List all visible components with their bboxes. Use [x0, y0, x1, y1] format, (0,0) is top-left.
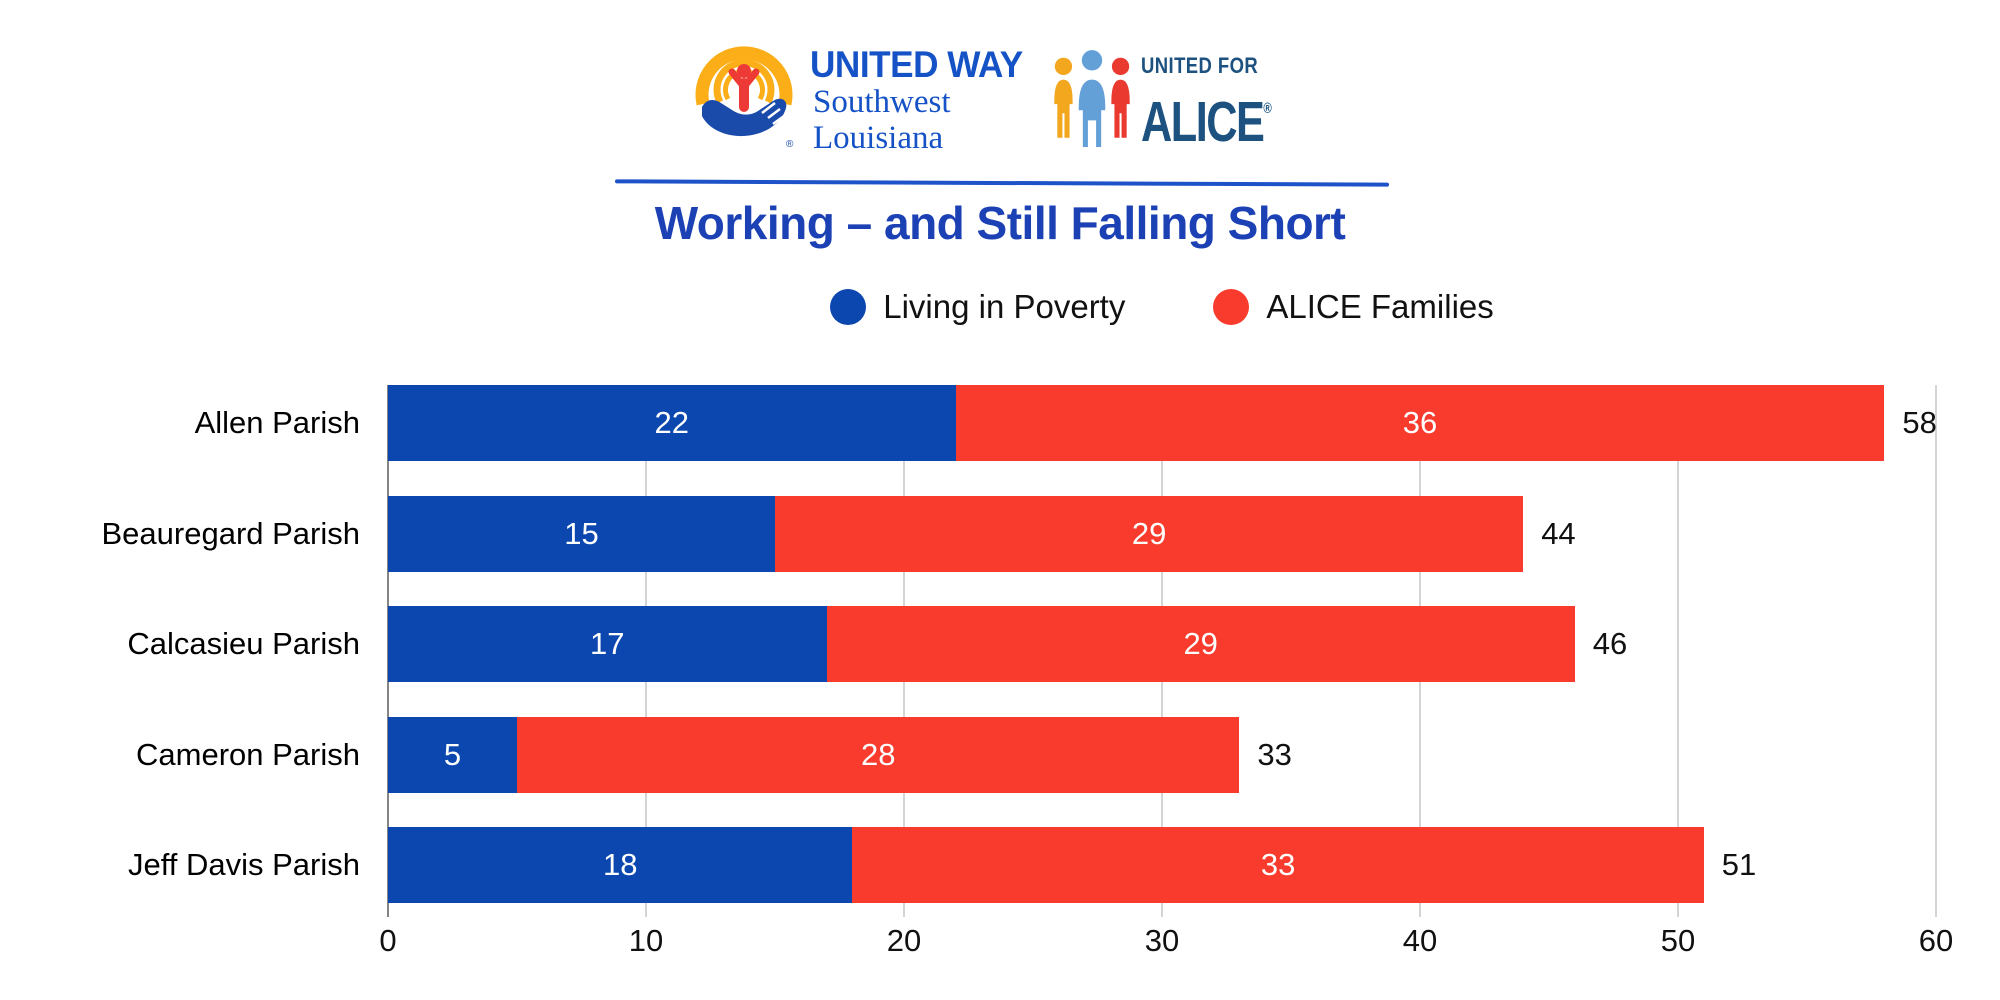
united-way-region: Southwest Louisiana: [813, 84, 951, 156]
category-label: Beauregard Parish: [101, 515, 361, 551]
category-label: Jeff Davis Parish: [127, 847, 360, 882]
total-value-label: 44: [1541, 515, 1576, 551]
bar-segment-poverty: 15: [388, 495, 775, 572]
category-axis-labels: Allen Parish Beauregard Parish Calcasieu P…: [28, 385, 361, 917]
x-tick-40: 40: [1402, 923, 1438, 958]
gridline-60: [1935, 385, 1937, 917]
x-tick-0: 0: [379, 923, 397, 958]
segment-value-label: 29: [1131, 515, 1167, 551]
total-value-label: 46: [1592, 626, 1628, 661]
bar-segment-poverty: 18: [388, 827, 853, 903]
uw-finger-gap: [761, 102, 776, 114]
x-tick-20: 20: [886, 923, 922, 958]
ufa-registered-mark: ®: [1263, 100, 1272, 117]
x-tick-10: 10: [628, 923, 664, 958]
segment-value-label: 18: [602, 847, 638, 882]
united-way-region-line1: Southwest: [813, 84, 951, 120]
category-label: Calcasieu Parish: [127, 626, 360, 661]
bar-segment-poverty: 17: [388, 606, 827, 682]
legend-item-alice: ALICE Families: [1213, 288, 1494, 326]
uw-middle-arc: [713, 59, 775, 104]
uw-finger-gap: [772, 114, 785, 126]
chart-legend: Living in Poverty ALICE Families: [388, 288, 1936, 326]
segment-value-label: 15: [564, 515, 599, 551]
bar-row: 18 33: [388, 827, 1704, 903]
segment-value-label: 22: [654, 405, 690, 440]
bar-segment-alice: 36: [955, 385, 1885, 461]
united-for-alice-people-icon: [1054, 48, 1130, 149]
total-value-label: 33: [1257, 736, 1292, 772]
segment-value-label: 5: [443, 736, 462, 772]
bar-segment-alice: 33: [852, 827, 1704, 903]
united-for-alice-wordmark: UNITED FOR ALICE®: [1141, 53, 1313, 151]
ufa-name-text: ALICE: [1141, 90, 1265, 154]
legend-label-poverty: Living in Poverty: [883, 288, 1126, 325]
header-divider-line: [614, 179, 1390, 187]
uw-outer-arc: [695, 46, 793, 106]
segment-value-label: 29: [1183, 626, 1218, 661]
ufa-person-red: [1111, 57, 1130, 138]
ufa-name: ALICE®: [1141, 82, 1272, 151]
segment-value-label: 33: [1260, 847, 1296, 882]
x-tick-50: 50: [1660, 923, 1696, 958]
legend-item-poverty: Living in Poverty: [830, 288, 1125, 326]
united-way-emblem-icon: ®: [695, 46, 794, 150]
bar-row: 22 36: [388, 385, 1885, 461]
legend-label-alice: ALICE Families: [1266, 288, 1494, 325]
legend-dot-blue-icon: [830, 289, 867, 325]
uw-finger-gap: [767, 108, 781, 119]
segment-value-label: 36: [1402, 405, 1438, 440]
ufa-person-yellow: [1054, 57, 1073, 138]
united-way-wordmark: UNITED WAY: [810, 44, 1023, 85]
bar-segment-poverty: 22: [388, 385, 956, 461]
total-value-label: 58: [1902, 405, 1937, 440]
category-label: Cameron Parish: [136, 736, 360, 772]
bar-segment-alice: 28: [517, 716, 1240, 793]
united-way-region-line2: Louisiana: [813, 120, 944, 156]
segment-value-label: 28: [860, 736, 896, 772]
x-tick-60: 60: [1918, 923, 1954, 958]
legend-dot-red-icon: [1213, 289, 1250, 325]
bar-row: 15 29: [388, 495, 1524, 572]
gridline-50: [1677, 385, 1679, 917]
x-tick-30: 30: [1144, 923, 1180, 958]
uw-registered-mark: ®: [786, 139, 794, 150]
ufa-tagline: UNITED FOR: [1141, 53, 1259, 78]
uw-hand: [702, 98, 787, 137]
uw-person-head: [737, 64, 751, 78]
plot-area: 0 10 20 30 40 50 60 22 36 58 15 29 44 17 29 46 5 28 33 18 33…: [379, 385, 1953, 958]
chart-title: Working – and Still Falling Short: [654, 197, 1346, 249]
category-label: Allen Parish: [194, 405, 360, 440]
bar-segment-alice: 29: [775, 495, 1524, 572]
bar-row: 5 28: [388, 716, 1240, 793]
ufa-person-blue: [1076, 48, 1108, 149]
bar-segment-alice: 29: [826, 606, 1575, 682]
bar-row: 17 29: [388, 606, 1575, 682]
total-value-label: 51: [1721, 847, 1757, 882]
bar-segment-poverty: 5: [388, 716, 517, 793]
segment-value-label: 17: [590, 626, 625, 661]
